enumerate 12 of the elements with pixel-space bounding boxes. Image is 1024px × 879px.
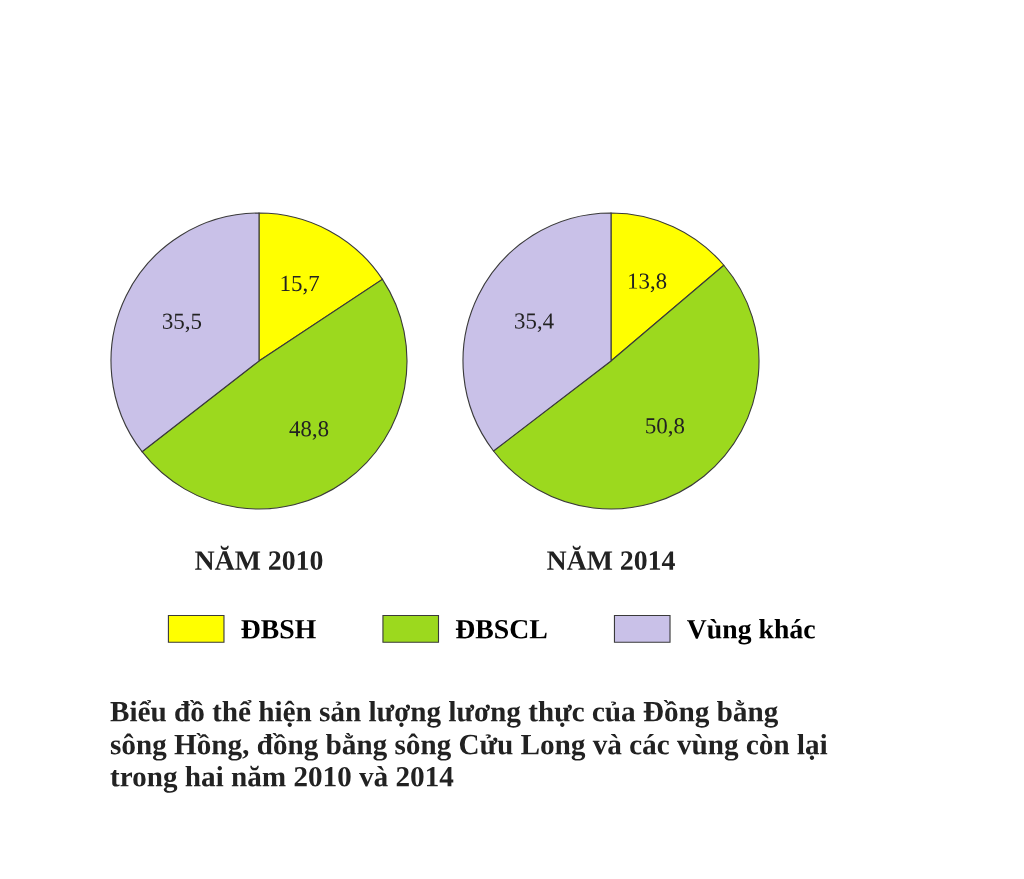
legend-label: Vùng khác	[687, 619, 815, 645]
data-label: 50,8	[646, 418, 685, 437]
legend-label: ĐBSH	[241, 619, 316, 639]
text: Biểu đồ thể hiện sản lượng lương thực của Đồng bằng sông Hồng, đồng bằng sông Cửu Long và các vùng còn lại trong hai năm 2010 và 2014	[110, 700, 828, 793]
data-label: 48,8	[289, 421, 329, 440]
data-label: 35,4	[515, 313, 554, 333]
data-label: 13,8	[629, 273, 667, 293]
data-label: 15,7	[281, 275, 320, 295]
text: NĂM 2010	[195, 545, 323, 570]
legend-label: ĐBSCL	[455, 619, 547, 639]
text: NĂM 2014	[547, 545, 675, 570]
data-label: 35,5	[162, 313, 202, 333]
